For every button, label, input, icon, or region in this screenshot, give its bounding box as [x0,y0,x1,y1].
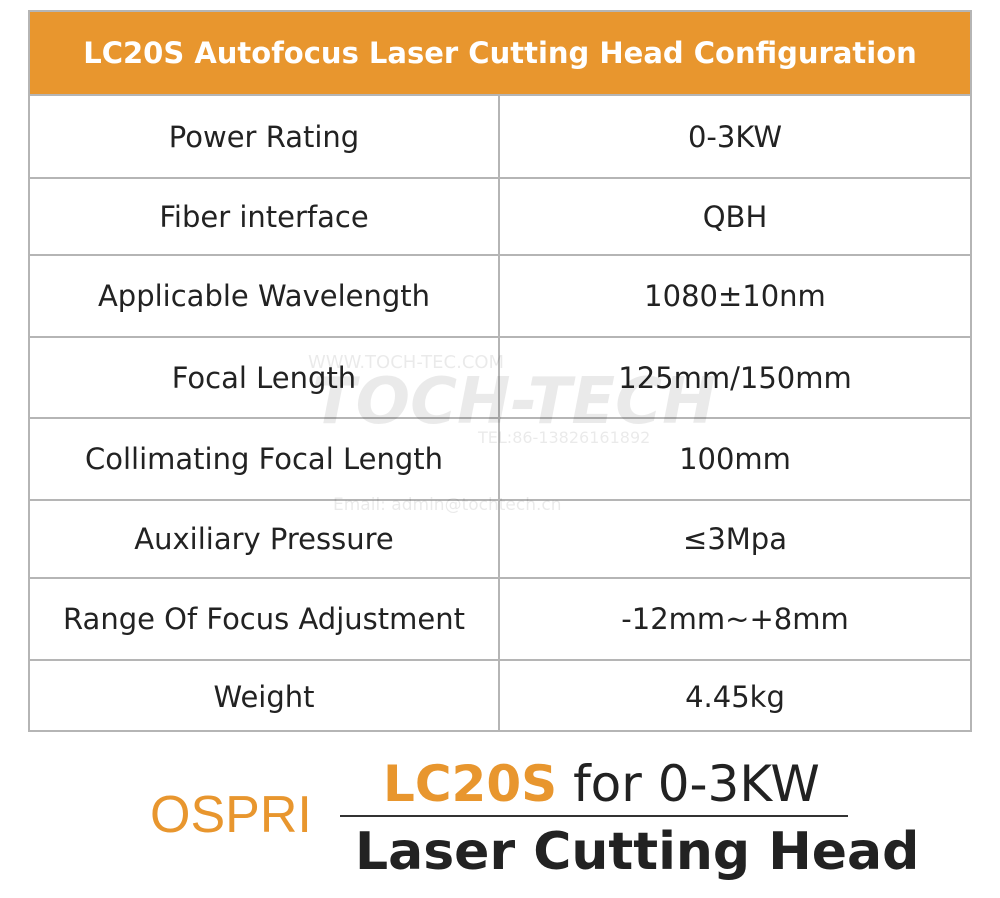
spec-value: ≤3Mpa [683,522,787,556]
spec-label: Weight [30,661,500,732]
spec-value: 1080±10nm [644,279,826,313]
spec-value: 100mm [679,442,791,476]
spec-label: Focal Length [30,338,500,417]
spec-label: Range Of Focus Adjustment [30,579,500,659]
table-row: Weight 4.45kg [30,661,970,732]
spec-value: -12mm~+8mm [621,602,849,636]
spec-value: 125mm/150mm [618,360,852,395]
table-row: Focal Length 125mm/150mm [30,338,970,419]
spec-table: LC20S Autofocus Laser Cutting Head Confi… [28,10,972,732]
table-title: LC20S Autofocus Laser Cutting Head Confi… [30,12,970,96]
table-row: Power Rating 0-3KW [30,96,970,179]
model: LC20S [383,755,558,813]
spec-value: 0-3KW [687,119,783,154]
table-row: Collimating Focal Length 100mm [30,419,970,501]
watermark-logo: TOCH-TECH [312,365,716,439]
spec-value: 4.45kg [685,679,785,714]
watermark-url: WWW.TOCH-TEC.COM [308,352,505,373]
brand: OSPRI [150,786,312,844]
model-line: LC20S for 0-3KW [383,755,820,813]
table-row: Range Of Focus Adjustment -12mm~+8mm [30,579,970,661]
table-row: Fiber interface QBH [30,179,970,256]
spec-label: Applicable Wavelength [30,256,500,336]
spec-label: Auxiliary Pressure [30,501,500,577]
tagline: for 0-3KW [573,755,820,813]
table-row: Auxiliary Pressure ≤3Mpa [30,501,970,579]
divider [340,815,848,817]
spec-label: Power Rating [30,96,500,177]
subtitle: Laser Cutting Head [355,822,920,882]
table-row: Applicable Wavelength 1080±10nm [30,256,970,338]
watermark-email: Email: admin@tochtech.cn [333,495,562,515]
spec-label: Fiber interface [30,179,500,254]
watermark-tel: TEL:86-13826161892 [478,428,651,447]
spec-value: QBH [702,199,768,234]
spec-label: Collimating Focal Length [30,419,500,499]
